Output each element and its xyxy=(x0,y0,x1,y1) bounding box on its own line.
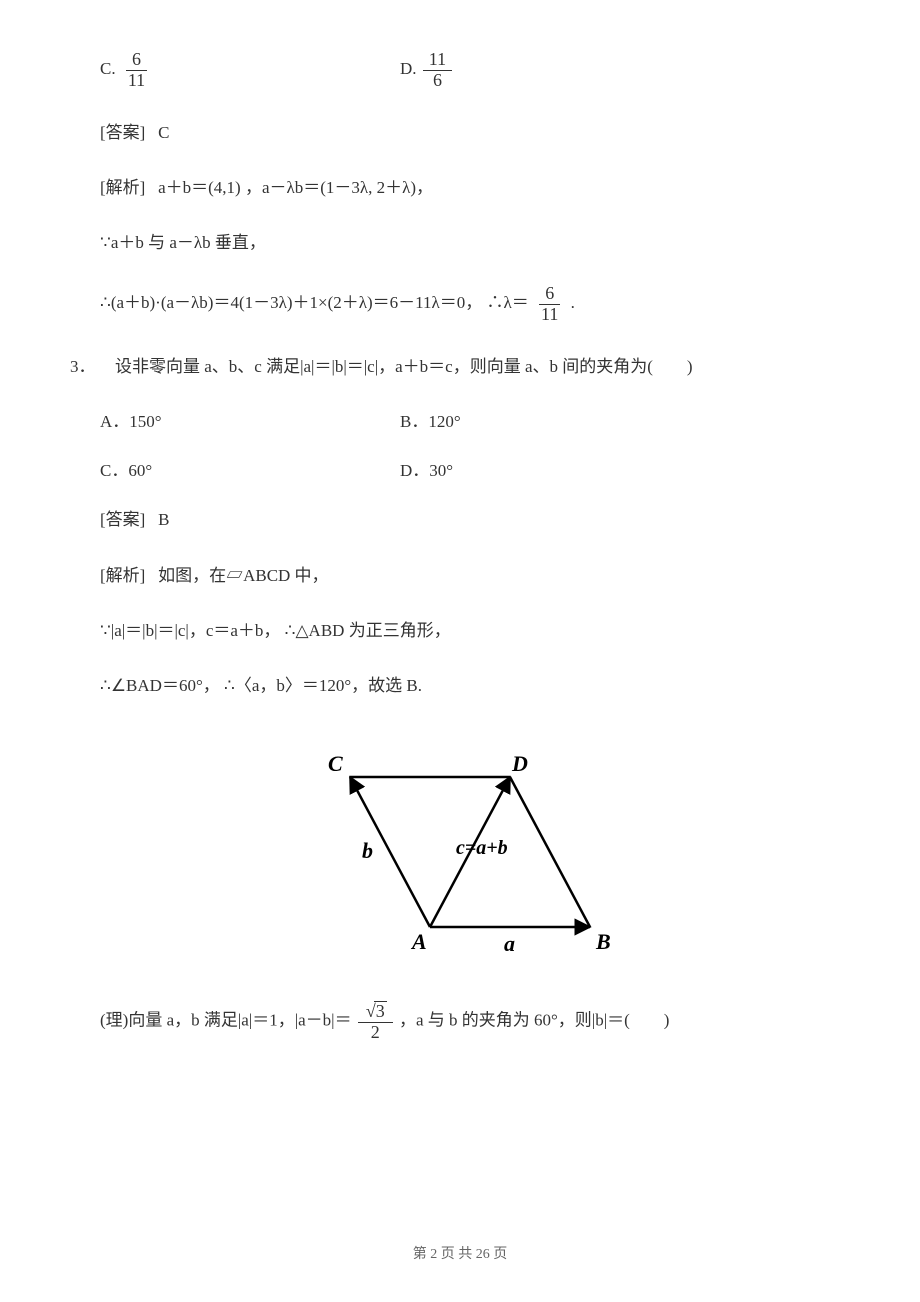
solution-3-line3: ∴∠BAD＝60°， ∴〈a，b〉＝120°，故选 B. xyxy=(70,672,850,699)
option-d: D. 11 6 xyxy=(400,50,454,91)
options-row-cd: C. 6 11 D. 11 6 xyxy=(70,50,850,91)
frac-den: 2 xyxy=(365,1023,386,1043)
svg-text:A: A xyxy=(410,929,427,954)
option-b: B．120° xyxy=(400,408,700,435)
solution-text: . xyxy=(571,293,575,312)
answer-3: [答案] B xyxy=(70,506,850,533)
question-3: 3． 设非零向量 a、b、c 满足|a|＝|b|＝|c|，a＋b＝c，则向量 a… xyxy=(70,353,850,380)
option-d2: D．30° xyxy=(400,457,700,484)
page-footer: 第 2 页 共 26 页 xyxy=(0,1244,920,1266)
solution-3-line2: ∵|a|＝|b|＝|c|，c＝a＋b， ∴△ABD 为正三角形， xyxy=(70,617,850,644)
sqrt-radicand: 3 xyxy=(374,1001,387,1022)
solution-label: [解析] xyxy=(100,178,145,197)
solution-text: 如图，在▱ABCD 中， xyxy=(158,566,328,585)
svg-text:B: B xyxy=(595,929,611,954)
frac-den: 11 xyxy=(122,71,151,91)
ext-post: ，a 与 b 的夹角为 60°，则|b|＝( ) xyxy=(399,1011,669,1030)
option-c-label: C. xyxy=(100,59,116,78)
option-c-fraction: 6 11 xyxy=(122,50,151,91)
answer-label: [答案] xyxy=(100,123,145,142)
solution-label: [解析] xyxy=(100,566,145,585)
parallelogram-diagram: A B C Da b c=a+b xyxy=(70,727,850,967)
solution-2-line1: [解析] a＋b＝(4,1) ，a－λb＝(1－3λ, 2＋λ)， xyxy=(70,174,850,201)
frac-den: 11 xyxy=(535,305,564,325)
frac-den: 6 xyxy=(427,71,448,91)
svg-text:b: b xyxy=(362,838,373,863)
answer-value: C xyxy=(158,123,169,142)
answer-2: [答案] C xyxy=(70,119,850,146)
frac-num: 6 xyxy=(539,284,560,305)
svg-text:C: C xyxy=(328,751,343,776)
frac-num: 6 xyxy=(126,50,147,71)
frac-num: 3 xyxy=(358,1001,393,1023)
answer-label: [答案] xyxy=(100,510,145,529)
frac-num: 11 xyxy=(423,50,452,71)
lambda-fraction: 6 11 xyxy=(535,284,564,325)
svg-text:D: D xyxy=(511,751,528,776)
option-a: A．150° xyxy=(100,408,400,435)
solution-text: a＋b＝(4,1) ，a－λb＝(1－3λ, 2＋λ)， xyxy=(158,178,433,197)
question-3-ext: (理)向量 a，b 满足|a|＝1，|a－b|＝ 3 2 ，a 与 b 的夹角为… xyxy=(70,1001,850,1043)
answer-value: B xyxy=(158,510,169,529)
solution-2-line2: ∵a＋b 与 a－λb 垂直， xyxy=(70,229,850,256)
option-c: C. 6 11 xyxy=(100,50,400,91)
options-row-cd2: C．60° D．30° xyxy=(70,457,850,484)
option-c2: C．60° xyxy=(100,457,400,484)
question-number: 3． xyxy=(70,353,115,380)
option-d-fraction: 11 6 xyxy=(423,50,452,91)
solution-2-line3: ∴(a＋b)·(a－λb)＝4(1－3λ)＋1×(2＋λ)＝6－11λ＝0， ∴… xyxy=(70,284,850,325)
options-row-ab: A．150° B．120° xyxy=(70,408,850,435)
option-d-label: D. xyxy=(400,59,417,78)
solution-3-line1: [解析] 如图，在▱ABCD 中， xyxy=(70,562,850,589)
ext-fraction: 3 2 xyxy=(358,1001,393,1043)
question-stem: 设非零向量 a、b、c 满足|a|＝|b|＝|c|，a＋b＝c，则向量 a、b … xyxy=(115,353,850,380)
svg-text:c=a+b: c=a+b xyxy=(456,837,508,859)
svg-text:a: a xyxy=(504,931,515,956)
diagram-svg: A B C Da b c=a+b xyxy=(260,727,660,967)
solution-text: ∴(a＋b)·(a－λb)＝4(1－3λ)＋1×(2＋λ)＝6－11λ＝0， ∴… xyxy=(100,293,529,312)
ext-pre: (理)向量 a，b 满足|a|＝1，|a－b|＝ xyxy=(100,1011,352,1030)
